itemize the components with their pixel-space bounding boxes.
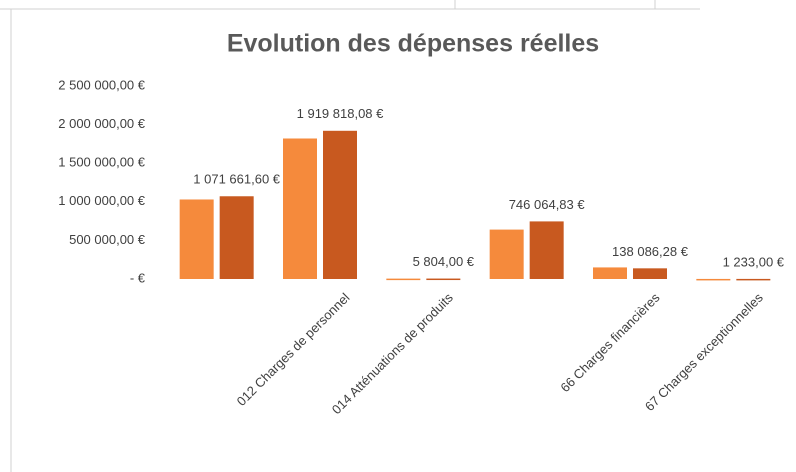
y-tick-label: - €	[130, 270, 146, 285]
bar	[736, 278, 771, 281]
bar	[696, 278, 731, 281]
data-label: 1 071 661,60 €	[193, 172, 281, 187]
bar	[633, 268, 667, 279]
data-label: 5 804,00 €	[413, 254, 475, 269]
x-tick-label: 012 Charges de personnel	[234, 290, 353, 409]
bar	[593, 267, 627, 279]
x-tick-label: 67 Charges exceptionnelles	[642, 290, 766, 414]
bar	[426, 278, 461, 281]
bar	[529, 221, 564, 279]
bar	[283, 138, 317, 279]
bar	[489, 229, 524, 279]
bar	[386, 278, 421, 281]
y-tick-label: 2 500 000,00 €	[58, 77, 146, 92]
data-label: 1 233,00 €	[723, 254, 785, 269]
y-tick-label: 1 500 000,00 €	[58, 155, 146, 170]
data-label: 1 919 818,08 €	[297, 106, 385, 121]
y-tick-label: 2 000 000,00 €	[58, 116, 146, 131]
chart-title: Evolution des dépenses réelles	[227, 30, 599, 58]
bar	[219, 196, 254, 279]
x-tick-label: 66 Charges financières	[557, 290, 662, 395]
x-tick-label: 014 Atténuations de produits	[329, 290, 456, 417]
data-label: 138 086,28 €	[612, 244, 689, 259]
y-tick-label: 500 000,00 €	[69, 232, 146, 247]
y-tick-label: 1 000 000,00 €	[58, 193, 146, 208]
data-label: 746 064,83 €	[509, 197, 586, 212]
bar	[323, 130, 357, 279]
bar	[179, 199, 214, 279]
